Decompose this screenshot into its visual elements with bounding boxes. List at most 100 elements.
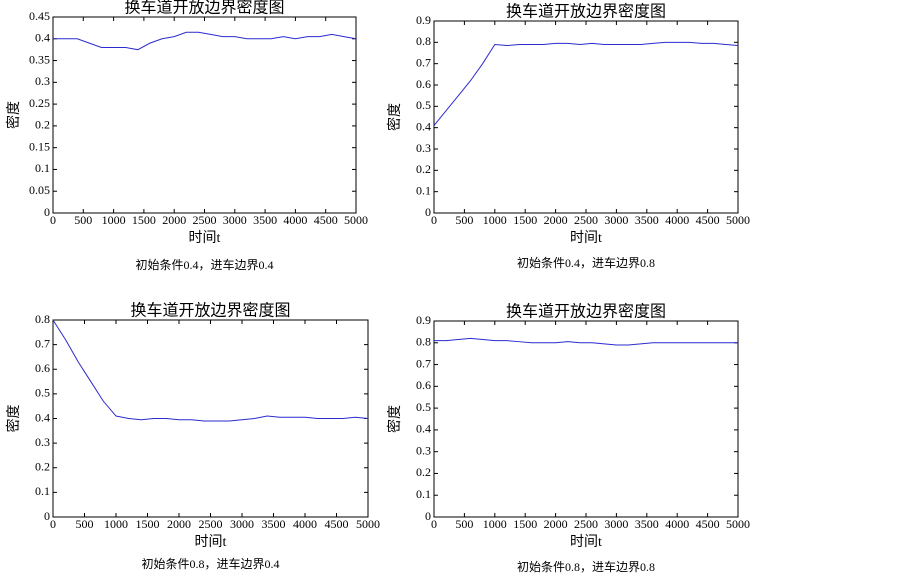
x-tick-label: 3000 — [604, 213, 628, 227]
y-tick-label: 0.1 — [416, 487, 431, 501]
caption: 初始条件0.8，进车边界0.4 — [141, 556, 279, 571]
x-tick-label: 5000 — [344, 213, 368, 227]
x-tick-label: 3500 — [635, 517, 659, 531]
x-tick-label: 2000 — [162, 213, 186, 227]
y-tick-label: 0.2 — [416, 162, 431, 176]
y-tick-label: 0.7 — [416, 55, 431, 69]
chart-title: 换车道开放边界密度图 — [124, 0, 284, 17]
data-line — [53, 31, 357, 51]
x-tick-label: 3000 — [223, 213, 247, 227]
caption: 初始条件0.8，进车边界0.8 — [517, 559, 655, 573]
y-tick-label: 0.8 — [416, 335, 431, 349]
y-tick-label: 0.4 — [416, 119, 431, 133]
chart-title: 换车道开放边界密度图 — [506, 3, 666, 21]
x-tick-label: 0 — [50, 517, 56, 531]
x-tick-label: 2000 — [544, 517, 568, 531]
y-tick-label: 0 — [425, 509, 431, 523]
y-tick-label: 0.15 — [29, 139, 50, 153]
y-tick-label: 0 — [44, 205, 50, 219]
x-tick-label: 0 — [431, 517, 437, 531]
x-tick-label: 1500 — [132, 213, 156, 227]
y-axis-label: 密度 — [5, 101, 22, 129]
y-tick-label: 0.4 — [35, 31, 50, 45]
x-tick-label: 3500 — [635, 213, 659, 227]
x-tick-label: 4000 — [283, 213, 307, 227]
x-tick-label: 4500 — [696, 213, 720, 227]
x-tick-label: 4000 — [293, 517, 317, 531]
x-axis-label: 时间t — [195, 534, 227, 550]
y-tick-label: 0.7 — [35, 336, 50, 350]
y-tick-label: 0.3 — [35, 74, 50, 88]
x-tick-label: 3500 — [253, 213, 277, 227]
x-tick-label: 3000 — [604, 517, 628, 531]
x-tick-label: 5000 — [356, 517, 380, 531]
y-tick-label: 0.3 — [416, 141, 431, 155]
y-tick-label: 0.9 — [416, 13, 431, 27]
y-tick-label: 0.6 — [35, 361, 50, 375]
y-tick-label: 0.5 — [416, 400, 431, 414]
y-tick-label: 0.1 — [35, 484, 50, 498]
y-axis-label: 密度 — [5, 405, 22, 433]
y-tick-label: 0.4 — [35, 410, 50, 424]
x-tick-label: 4000 — [665, 213, 689, 227]
x-tick-label: 4500 — [696, 517, 720, 531]
y-tick-label: 0.9 — [416, 313, 431, 327]
plot-frame — [433, 320, 739, 518]
y-tick-label: 0.3 — [35, 435, 50, 449]
x-axis-label: 时间t — [189, 230, 221, 246]
x-tick-label: 500 — [74, 213, 92, 227]
data-line — [433, 41, 739, 126]
y-tick-label: 0.45 — [29, 9, 50, 23]
y-tick-label: 0.8 — [35, 312, 50, 326]
x-tick-label: 0 — [431, 213, 437, 227]
y-tick-label: 0.2 — [35, 118, 50, 132]
y-tick-label: 0.25 — [29, 96, 50, 110]
y-tick-label: 0.35 — [29, 52, 50, 66]
x-tick-label: 3000 — [230, 517, 254, 531]
y-tick-label: 0.7 — [416, 356, 431, 370]
x-tick-label: 5000 — [726, 517, 750, 531]
y-tick-label: 0.6 — [416, 378, 431, 392]
y-tick-label: 0.5 — [416, 98, 431, 112]
y-tick-label: 0.1 — [416, 183, 431, 197]
x-tick-label: 1500 — [136, 517, 160, 531]
y-tick-label: 0.05 — [29, 183, 50, 197]
x-tick-label: 1000 — [102, 213, 126, 227]
y-axis-label: 密度 — [386, 103, 403, 131]
x-axis-label: 时间t — [570, 534, 602, 550]
x-tick-label: 4500 — [314, 213, 338, 227]
y-tick-label: 0.3 — [416, 443, 431, 457]
y-tick-label: 0.1 — [35, 161, 50, 175]
chart-title: 换车道开放边界密度图 — [130, 302, 290, 320]
x-tick-label: 3500 — [262, 517, 286, 531]
x-tick-label: 4000 — [665, 517, 689, 531]
x-tick-label: 500 — [76, 517, 94, 531]
x-tick-label: 1000 — [104, 517, 128, 531]
x-tick-label: 2500 — [199, 517, 223, 531]
caption: 初始条件0.4，进车边界0.4 — [135, 257, 273, 272]
x-tick-label: 500 — [455, 213, 473, 227]
y-tick-label: 0.2 — [35, 460, 50, 474]
x-tick-label: 0 — [50, 213, 56, 227]
data-line — [52, 319, 369, 422]
x-tick-label: 1000 — [483, 517, 507, 531]
x-tick-label: 1000 — [483, 213, 507, 227]
x-tick-label: 1500 — [513, 517, 537, 531]
y-tick-label: 0.6 — [416, 77, 431, 91]
caption: 初始条件0.4，进车边界0.8 — [517, 255, 655, 270]
y-tick-label: 0.4 — [416, 422, 431, 436]
y-tick-label: 0.8 — [416, 34, 431, 48]
x-tick-label: 5000 — [726, 213, 750, 227]
y-tick-label: 0 — [44, 509, 50, 523]
x-axis-label: 时间t — [570, 230, 602, 246]
x-tick-label: 2500 — [574, 517, 598, 531]
x-tick-label: 500 — [455, 517, 473, 531]
x-tick-label: 1500 — [513, 213, 537, 227]
x-tick-label: 2500 — [574, 213, 598, 227]
plot-frame — [433, 20, 739, 214]
x-tick-label: 2000 — [167, 517, 191, 531]
y-tick-label: 0.2 — [416, 465, 431, 479]
x-tick-label: 2000 — [544, 213, 568, 227]
